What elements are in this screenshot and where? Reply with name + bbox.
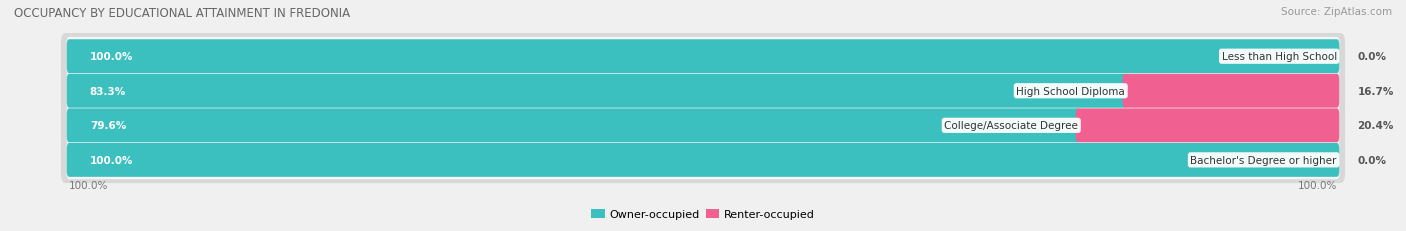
Text: 0.0%: 0.0% [1358, 52, 1386, 62]
Text: 16.7%: 16.7% [1358, 86, 1393, 96]
FancyBboxPatch shape [66, 38, 1340, 76]
FancyBboxPatch shape [60, 137, 1346, 183]
FancyBboxPatch shape [60, 103, 1346, 149]
Text: 20.4%: 20.4% [1358, 121, 1393, 131]
FancyBboxPatch shape [66, 75, 1128, 108]
Text: Bachelor's Degree or higher: Bachelor's Degree or higher [1191, 155, 1337, 165]
Text: College/Associate Degree: College/Associate Degree [945, 121, 1078, 131]
Text: 100.0%: 100.0% [1298, 180, 1337, 190]
Text: 79.6%: 79.6% [90, 121, 127, 131]
Text: Less than High School: Less than High School [1222, 52, 1337, 62]
Text: High School Diploma: High School Diploma [1017, 86, 1125, 96]
FancyBboxPatch shape [66, 72, 1340, 111]
FancyBboxPatch shape [60, 68, 1346, 114]
FancyBboxPatch shape [66, 106, 1340, 145]
Text: 83.3%: 83.3% [90, 86, 127, 96]
FancyBboxPatch shape [1076, 109, 1340, 143]
Text: 100.0%: 100.0% [69, 180, 108, 190]
Text: 100.0%: 100.0% [90, 52, 134, 62]
FancyBboxPatch shape [1122, 75, 1340, 108]
Text: 100.0%: 100.0% [90, 155, 134, 165]
FancyBboxPatch shape [60, 34, 1346, 80]
Text: 0.0%: 0.0% [1358, 155, 1386, 165]
FancyBboxPatch shape [66, 109, 1081, 143]
Text: OCCUPANCY BY EDUCATIONAL ATTAINMENT IN FREDONIA: OCCUPANCY BY EDUCATIONAL ATTAINMENT IN F… [14, 7, 350, 20]
FancyBboxPatch shape [66, 143, 1340, 177]
Text: Source: ZipAtlas.com: Source: ZipAtlas.com [1281, 7, 1392, 17]
FancyBboxPatch shape [66, 141, 1340, 179]
Legend: Owner-occupied, Renter-occupied: Owner-occupied, Renter-occupied [592, 209, 814, 219]
FancyBboxPatch shape [66, 40, 1340, 74]
